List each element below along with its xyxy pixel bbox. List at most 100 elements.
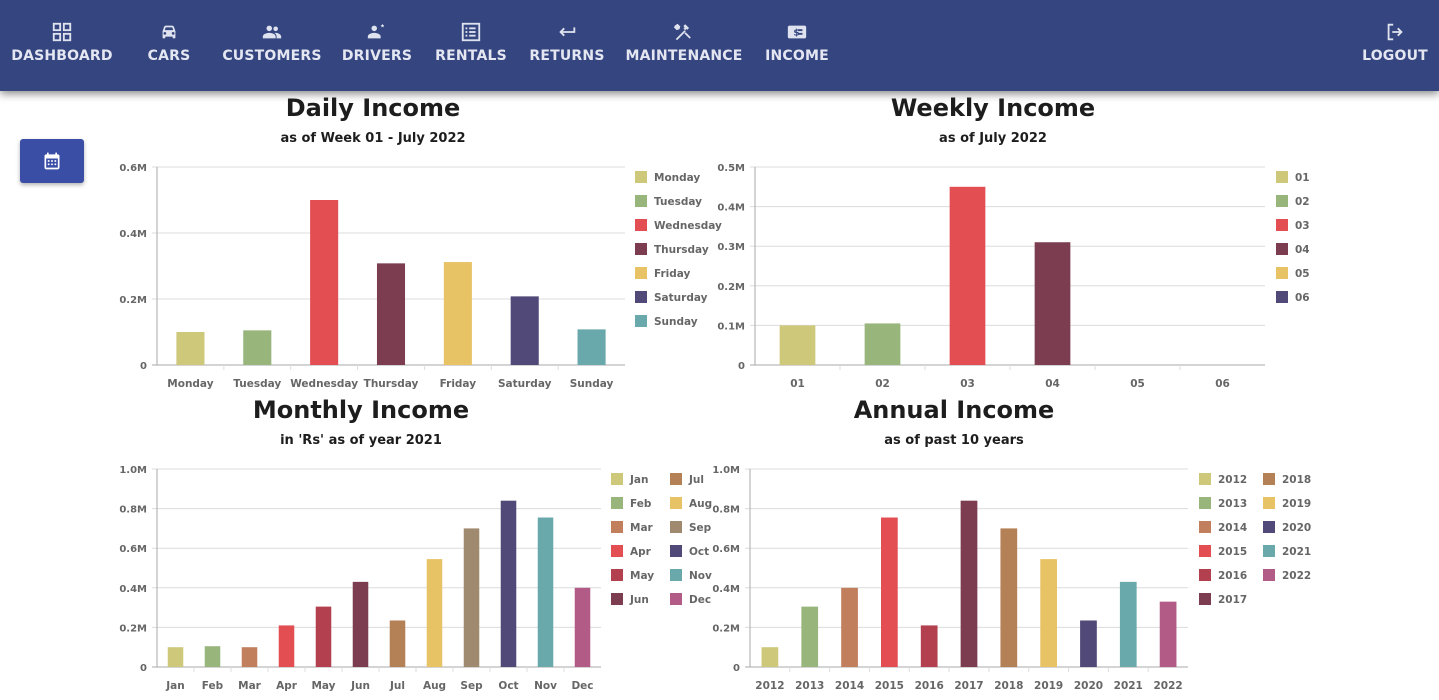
calendar-button[interactable] [20, 139, 84, 183]
legend-swatch[interactable] [1276, 219, 1288, 231]
legend-swatch[interactable] [1276, 291, 1288, 303]
bar[interactable] [577, 329, 606, 365]
nav-income[interactable]: $ INCOME [765, 0, 829, 91]
bar[interactable] [204, 646, 221, 667]
legend-label[interactable]: 04 [1295, 244, 1310, 256]
legend-label[interactable]: Thursday [654, 244, 709, 256]
legend-label[interactable]: May [630, 570, 654, 582]
nav-customers[interactable]: CUSTOMERS [222, 0, 321, 91]
legend-label[interactable]: Wednesday [654, 220, 722, 232]
bar[interactable] [841, 587, 858, 667]
bar[interactable] [949, 186, 986, 365]
legend-swatch[interactable] [1199, 497, 1211, 509]
legend-swatch[interactable] [1263, 545, 1275, 557]
legend-swatch[interactable] [1199, 593, 1211, 605]
nav-drivers[interactable]: DRIVERS [342, 0, 412, 91]
legend-label[interactable]: Dec [689, 594, 711, 606]
legend-swatch[interactable] [635, 171, 647, 183]
legend-label[interactable]: Oct [689, 546, 709, 558]
legend-swatch[interactable] [1276, 243, 1288, 255]
bar[interactable] [352, 581, 369, 667]
legend-label[interactable]: 2019 [1282, 498, 1311, 510]
bar[interactable] [310, 200, 339, 365]
bar[interactable] [500, 500, 517, 667]
bar[interactable] [167, 647, 184, 667]
legend-label[interactable]: 2021 [1282, 546, 1311, 558]
legend-swatch[interactable] [670, 497, 682, 509]
bar[interactable] [443, 262, 472, 365]
bar[interactable] [241, 647, 258, 667]
nav-logout[interactable]: LOGOUT [1362, 0, 1428, 91]
legend-swatch[interactable] [635, 291, 647, 303]
legend-swatch[interactable] [611, 521, 623, 533]
legend-label[interactable]: 2022 [1282, 570, 1311, 582]
legend-label[interactable]: 06 [1295, 292, 1310, 304]
legend-swatch[interactable] [635, 243, 647, 255]
legend-label[interactable]: Apr [630, 546, 652, 558]
legend-label[interactable]: Jun [629, 594, 649, 606]
legend-label[interactable]: Nov [689, 570, 712, 582]
legend-label[interactable]: Aug [689, 498, 712, 510]
legend-label[interactable]: 01 [1295, 172, 1310, 184]
legend-swatch[interactable] [1276, 171, 1288, 183]
bar[interactable] [537, 517, 554, 667]
bar[interactable] [278, 625, 295, 667]
legend-label[interactable]: 2016 [1218, 570, 1247, 582]
legend-swatch[interactable] [670, 473, 682, 485]
legend-swatch[interactable] [1276, 267, 1288, 279]
legend-swatch[interactable] [635, 315, 647, 327]
legend-label[interactable]: Jul [688, 474, 704, 486]
legend-swatch[interactable] [1263, 497, 1275, 509]
legend-swatch[interactable] [1263, 521, 1275, 533]
legend-swatch[interactable] [1199, 521, 1211, 533]
bar[interactable] [1119, 581, 1137, 667]
legend-swatch[interactable] [611, 593, 623, 605]
nav-returns[interactable]: RETURNS [529, 0, 604, 91]
legend-label[interactable]: 02 [1295, 196, 1310, 208]
legend-label[interactable]: 2018 [1282, 474, 1311, 486]
legend-label[interactable]: 2012 [1218, 474, 1247, 486]
bar[interactable] [960, 500, 978, 667]
legend-label[interactable]: 03 [1295, 220, 1310, 232]
legend-swatch[interactable] [1263, 473, 1275, 485]
legend-swatch[interactable] [1199, 473, 1211, 485]
legend-swatch[interactable] [1276, 195, 1288, 207]
bar[interactable] [510, 296, 539, 365]
bar[interactable] [920, 625, 938, 667]
bar[interactable] [389, 620, 406, 667]
legend-swatch[interactable] [670, 593, 682, 605]
legend-label[interactable]: Saturday [654, 292, 708, 304]
legend-swatch[interactable] [670, 521, 682, 533]
legend-label[interactable]: 2014 [1218, 522, 1247, 534]
legend-swatch[interactable] [1263, 569, 1275, 581]
legend-label[interactable]: Tuesday [654, 196, 702, 208]
bar[interactable] [864, 323, 901, 365]
legend-label[interactable]: Sep [689, 522, 712, 534]
legend-label[interactable]: Jan [629, 474, 648, 486]
nav-dashboard[interactable]: DASHBOARD [11, 0, 113, 91]
nav-rentals[interactable]: RENTALS [435, 0, 507, 91]
legend-swatch[interactable] [611, 569, 623, 581]
legend-swatch[interactable] [670, 545, 682, 557]
bar[interactable] [779, 325, 816, 365]
bar[interactable] [463, 528, 480, 667]
legend-label[interactable]: Sunday [654, 316, 698, 328]
nav-cars[interactable]: CARS [148, 0, 190, 91]
bar[interactable] [1080, 620, 1097, 667]
bar[interactable] [1034, 242, 1071, 365]
legend-swatch[interactable] [635, 267, 647, 279]
legend-swatch[interactable] [611, 473, 623, 485]
bar[interactable] [881, 517, 898, 667]
legend-label[interactable]: Feb [630, 498, 652, 510]
legend-swatch[interactable] [611, 497, 623, 509]
bar[interactable] [1159, 601, 1177, 667]
legend-swatch[interactable] [635, 195, 647, 207]
legend-swatch[interactable] [1199, 545, 1211, 557]
legend-label[interactable]: Friday [654, 268, 691, 280]
legend-label[interactable]: Monday [654, 172, 700, 184]
legend-label[interactable]: 2017 [1218, 594, 1247, 606]
bar[interactable] [315, 606, 332, 667]
legend-label[interactable]: 2013 [1218, 498, 1247, 510]
bar[interactable] [761, 647, 779, 667]
legend-swatch[interactable] [611, 545, 623, 557]
